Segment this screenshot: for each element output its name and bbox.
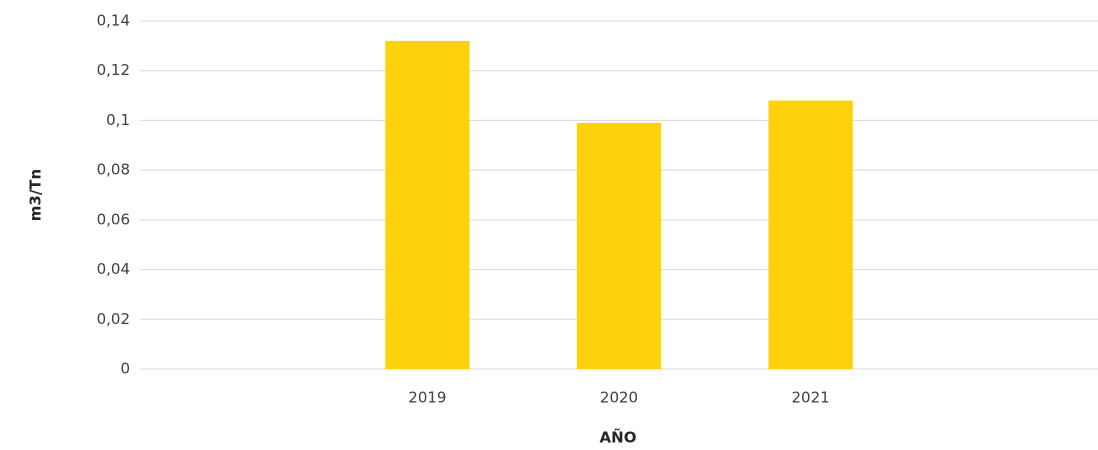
x-axis-label: AÑO <box>600 428 637 447</box>
x-tick-label: 2019 <box>408 389 446 407</box>
y-tick-label: 0,1 <box>106 111 130 129</box>
x-tick-label: 2021 <box>792 389 830 407</box>
bar <box>768 100 853 370</box>
y-tick-label: 0,04 <box>97 260 130 278</box>
y-tick-label: 0,06 <box>97 210 130 228</box>
bar <box>576 122 662 370</box>
bar <box>385 40 470 370</box>
y-axis-label: m3/Tn <box>27 169 45 221</box>
y-tick-label: 0,02 <box>97 310 130 328</box>
y-tick-label: 0,14 <box>97 12 130 30</box>
y-tick-label: 0,12 <box>97 61 130 79</box>
x-tick-label: 2020 <box>600 389 638 407</box>
y-tick-label: 0,08 <box>97 161 130 179</box>
y-tick-label: 0 <box>120 360 130 378</box>
